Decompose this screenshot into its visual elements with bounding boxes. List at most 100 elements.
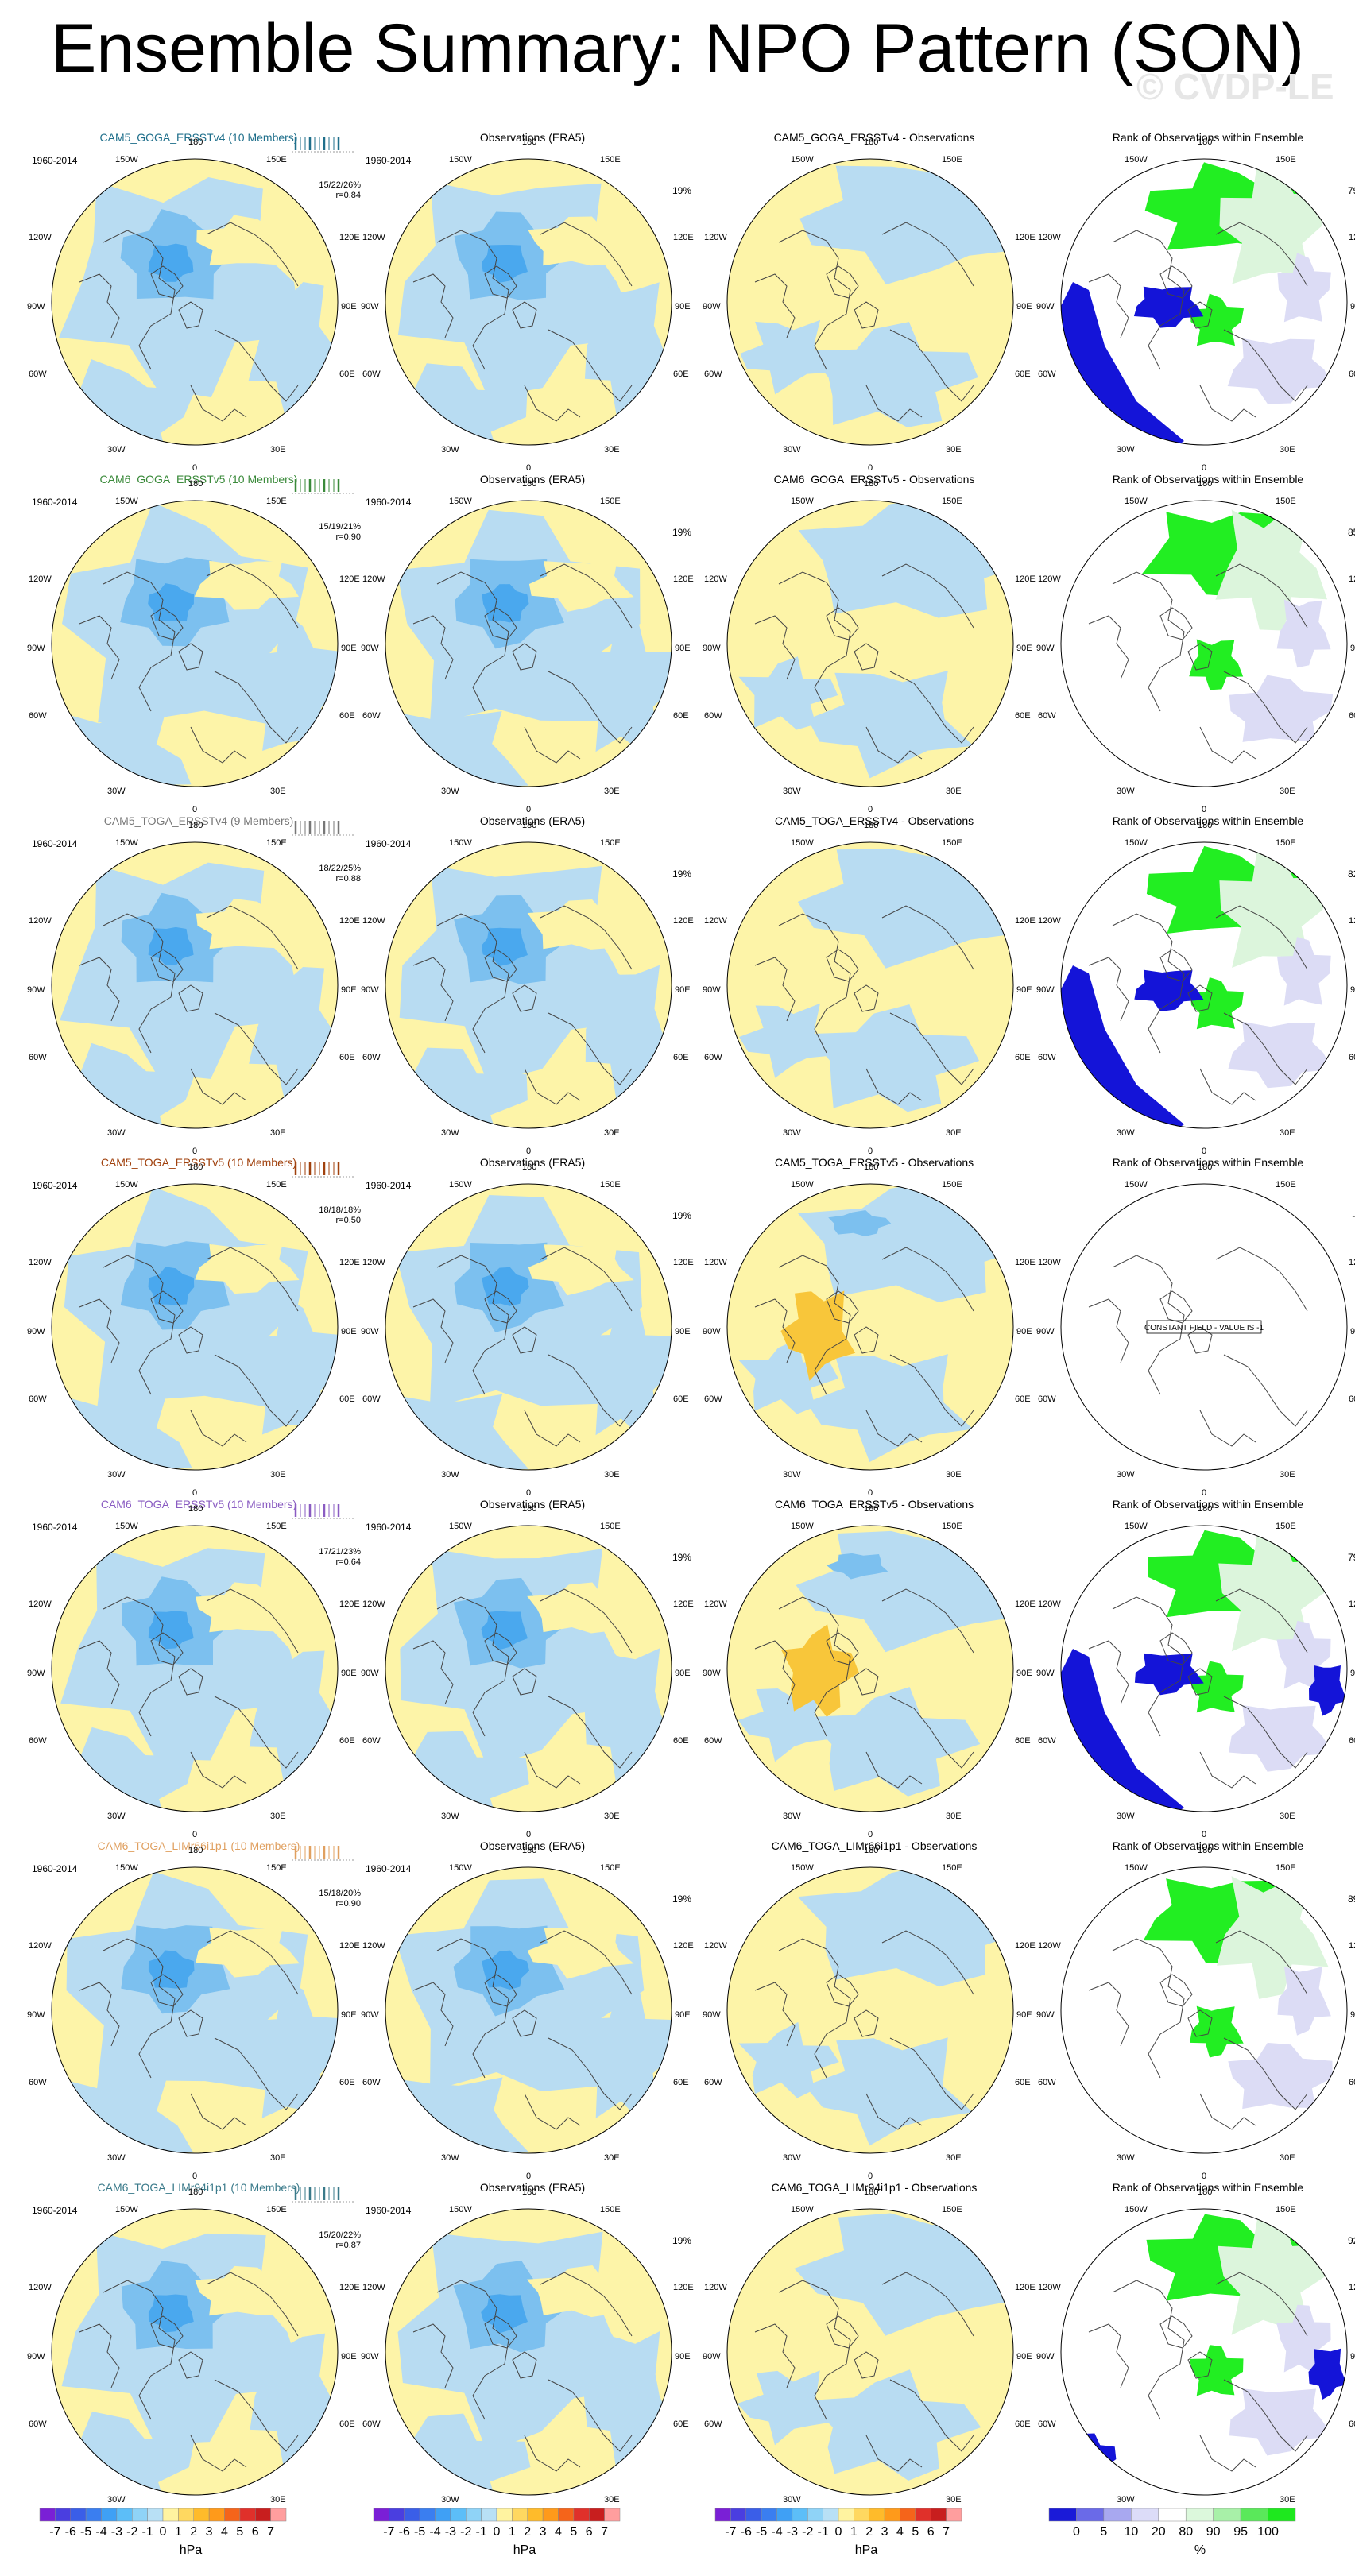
lon-label-top: 180 xyxy=(522,479,537,489)
ens-map-field xyxy=(52,501,338,787)
lon-label-top: 180 xyxy=(1198,479,1213,489)
lon-label-tl: 150W xyxy=(115,1180,138,1189)
lon-label-tr: 150E xyxy=(266,155,287,164)
lon-label-ur: 120E xyxy=(339,1941,360,1951)
colorbar-swatch xyxy=(450,2508,467,2522)
colorbar-tick-label: -6 xyxy=(65,2525,76,2539)
colorbar-tick-label: -4 xyxy=(95,2525,106,2539)
lon-label-ll: 60W xyxy=(704,1394,722,1404)
colorbar-swatch xyxy=(70,2508,87,2522)
colorbar-swatch xyxy=(1213,2508,1241,2522)
colorbar-swatch xyxy=(162,2508,179,2522)
lon-label-ul: 120W xyxy=(362,916,385,926)
years-label: 1960-2014 xyxy=(32,497,78,508)
obs-map xyxy=(385,1525,672,1812)
lon-label-top: 180 xyxy=(188,821,203,830)
lon-label-mr: 90E xyxy=(675,2010,691,2020)
lon-label-bottom: 0 xyxy=(526,805,532,814)
lon-label-lr: 60E xyxy=(1015,2078,1031,2087)
colorbar-tick-label: 5 xyxy=(912,2525,919,2539)
lon-label-ul: 120W xyxy=(29,1941,52,1951)
colorbar-tick-label: -6 xyxy=(741,2525,752,2539)
lon-label-mr: 90E xyxy=(1350,985,1355,995)
colorbar-tick-label: 5 xyxy=(570,2525,577,2539)
colorbar-swatch xyxy=(404,2508,420,2522)
lon-label-lr: 60E xyxy=(1015,1736,1031,1746)
lon-label-lr: 60E xyxy=(1349,369,1355,379)
lon-label-br: 30E xyxy=(270,1470,286,1479)
lon-label-ll: 60W xyxy=(29,1394,47,1404)
lon-label-ml: 90W xyxy=(703,302,721,311)
lon-label-bottom: 0 xyxy=(868,1147,873,1156)
colorbar-swatch xyxy=(1268,2508,1296,2522)
lon-label-ml: 90W xyxy=(361,302,379,311)
lon-label-bl: 30W xyxy=(107,2495,126,2504)
pct-range: 15/20/22% xyxy=(319,2230,361,2240)
lon-label-br: 30E xyxy=(604,2153,620,2163)
map-boundary xyxy=(726,1866,1014,2154)
map-boundary xyxy=(1060,1183,1348,1471)
rank-panel-row-7: Rank of Observations within Ensemble 92% 1… xyxy=(1036,2181,1355,2523)
lon-label-ur: 120E xyxy=(673,1599,694,1609)
lon-label-ul: 120W xyxy=(704,1599,727,1609)
colorbar-swatch xyxy=(55,2508,71,2522)
lon-label-ul: 120W xyxy=(29,916,52,926)
lon-label-ur: 120E xyxy=(1349,1258,1355,1267)
colorbar-swatch xyxy=(419,2508,436,2522)
lon-label-ml: 90W xyxy=(27,1669,45,1678)
lon-label-ll: 60W xyxy=(704,711,722,721)
colorbar-tick-label: 7 xyxy=(267,2525,274,2539)
obs-title: Observations (ERA5) xyxy=(479,1156,586,1169)
lon-label-tr: 150E xyxy=(600,497,621,506)
lon-label-bl: 30W xyxy=(441,2495,459,2504)
rank-panel-row-2: Rank of Observations within Ensemble 85% 1… xyxy=(1036,473,1355,814)
lon-label-mr: 90E xyxy=(341,1327,357,1336)
lon-label-tl: 150W xyxy=(791,1180,814,1189)
lon-label-lr: 60E xyxy=(339,2419,355,2429)
obs-map xyxy=(385,500,672,787)
lon-label-top: 180 xyxy=(864,2187,879,2197)
diff-map xyxy=(726,500,1014,787)
lon-label-top: 180 xyxy=(864,137,879,147)
lon-label-ll: 60W xyxy=(704,2419,722,2429)
obs-map-field xyxy=(385,501,672,787)
lon-label-bl: 30W xyxy=(107,1470,126,1479)
lon-label-ml: 90W xyxy=(703,1669,721,1678)
diff-panel-row-3: CAM5_TOGA_ERSSTv4 - Observations 180 150W 1… xyxy=(703,814,1041,1156)
lon-label-ur: 120E xyxy=(1349,1941,1355,1951)
lon-label-mr: 90E xyxy=(1350,302,1355,311)
lon-label-br: 30E xyxy=(604,1128,620,1138)
years-label: 1960-2014 xyxy=(366,838,412,849)
lon-label-mr: 90E xyxy=(341,2010,357,2020)
map-boundary xyxy=(51,1525,339,1812)
ens-panel-row-2: CAM6_GOGA_ERSSTv5 (10 Members) 1960-2014 1… xyxy=(27,473,366,814)
colorbar-tick-label: -2 xyxy=(802,2525,813,2539)
obs-pct: 19% xyxy=(672,868,691,880)
lon-label-top: 180 xyxy=(188,1846,203,1855)
lon-label-ul: 120W xyxy=(362,574,385,584)
lon-label-ul: 120W xyxy=(704,2283,727,2292)
lon-label-lr: 60E xyxy=(673,1053,689,1062)
lon-label-ur: 120E xyxy=(339,916,360,926)
ens-title: CAM6_TOGA_LIMr66i1p1 (10 Members) xyxy=(97,1839,300,1852)
lon-label-mr: 90E xyxy=(1350,1669,1355,1678)
obs-panel-row-6: Observations (ERA5) 1960-2014 19% 180 150W 15… xyxy=(361,1839,699,2181)
colorbar-tick-label: 3 xyxy=(881,2525,888,2539)
lon-label-tr: 150E xyxy=(942,1180,962,1189)
diff-map-field xyxy=(727,501,1013,787)
lon-label-top: 180 xyxy=(188,2187,203,2197)
lon-label-lr: 60E xyxy=(339,2078,355,2087)
colorbar-swatch xyxy=(193,2508,210,2522)
lon-label-ul: 120W xyxy=(704,1258,727,1267)
diff-map-field xyxy=(727,1867,1013,2153)
colorbar-swatch xyxy=(1158,2508,1187,2522)
lon-label-top: 180 xyxy=(188,137,203,147)
lon-label-lr: 60E xyxy=(1015,711,1031,721)
rank-map-field xyxy=(1061,1184,1347,1470)
pct-range: 17/21/23% xyxy=(319,1547,361,1557)
lon-label-br: 30E xyxy=(1280,1470,1295,1479)
colorbar-tick-label: 80 xyxy=(1179,2525,1193,2539)
colorbar-swatch xyxy=(542,2508,559,2522)
colorbar-swatch xyxy=(239,2508,256,2522)
colorbar-swatch xyxy=(745,2508,762,2522)
